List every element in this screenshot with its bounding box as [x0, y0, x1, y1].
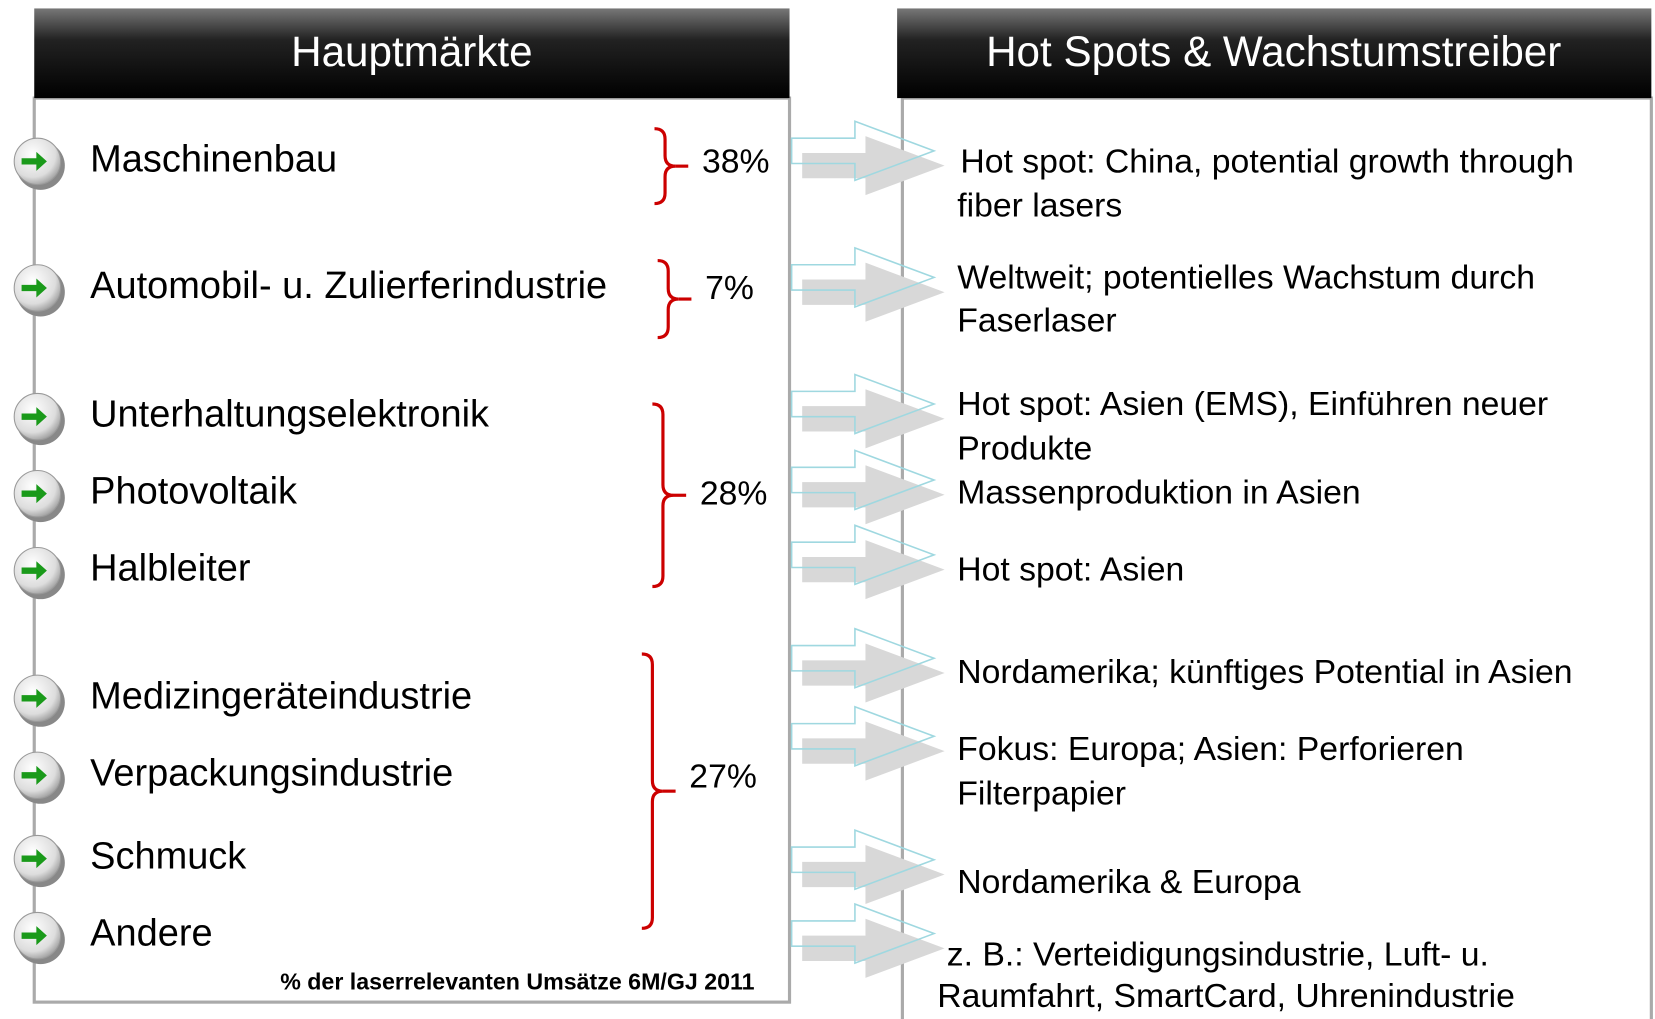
market-label: Halbleiter [90, 548, 251, 590]
brace [657, 258, 679, 340]
driver-text: Massenproduktion in Asien [957, 474, 1360, 512]
arrow [802, 643, 945, 703]
bullet-arrow [21, 278, 47, 298]
arrow-outline [790, 373, 937, 435]
driver-text: Raumfahrt, SmartCard, Uhrenindustrie [937, 977, 1515, 1015]
arrow-outline [790, 246, 937, 309]
right-header [897, 8, 1652, 99]
arrow-outline [790, 449, 937, 511]
market-label: Andere [90, 913, 212, 955]
market-label: Unterhaltungselektronik [90, 394, 490, 436]
market-label: Schmuck [90, 836, 247, 878]
arrow [802, 262, 945, 322]
right-title: Hot Spots & Wachstumstreiber [986, 28, 1561, 75]
arrow [802, 136, 945, 196]
footnote: % der laserrelevanten Umsätze 6M/GJ 2011 [280, 968, 754, 994]
arrow-outline [790, 627, 937, 689]
driver-text: Weltweit; potentielles Wachstum durch [957, 258, 1535, 296]
arrow [802, 540, 945, 600]
arrow-outline [790, 902, 937, 965]
arrow [802, 465, 945, 525]
bullet-arrow [21, 407, 47, 427]
arrow-outline [790, 120, 937, 182]
arrow-outline [790, 829, 937, 891]
brace [654, 127, 676, 206]
market-label: Maschinenbau [90, 138, 337, 180]
arrow [802, 844, 945, 905]
driver-text: Faserlaser [957, 302, 1116, 340]
bullet-arrow [21, 849, 47, 869]
driver-text: Hot spot: Asien [957, 551, 1184, 589]
driver-text: Fokus: Europa; Asien: Perforieren [957, 730, 1464, 768]
bullet-arrow [21, 688, 47, 708]
bullet-arrow [21, 926, 47, 946]
left-title: Hauptmärkte [291, 28, 533, 75]
share: 38% [702, 142, 770, 180]
driver-text: Hot spot: China, potential growth throug… [960, 142, 1574, 180]
brace [641, 652, 664, 930]
driver-text: fiber lasers [957, 187, 1122, 225]
arrow [802, 389, 945, 449]
market-label: Verpackungsindustrie [90, 752, 453, 794]
driver-text: Filterpapier [957, 774, 1126, 812]
market-label: Automobil- u. Zulierferindustrie [90, 265, 607, 307]
bullet-arrow [21, 484, 47, 504]
brace [652, 402, 674, 589]
driver-text: Hot spot: Asien (EMS), Einführen neuer [957, 385, 1548, 423]
share: 7% [705, 269, 754, 307]
driver-text: Produkte [957, 429, 1092, 467]
driver-text: Nordamerika; künftiges Potential in Asie… [957, 653, 1572, 691]
bullet-arrow [21, 561, 47, 581]
driver-text: Nordamerika & Europa [957, 863, 1301, 901]
share: 27% [689, 757, 757, 795]
arrow-outline [790, 524, 937, 586]
arrow [802, 918, 945, 978]
arrow-outline [790, 705, 937, 767]
market-label: Medizingeräteindustrie [90, 675, 472, 717]
share: 28% [700, 475, 768, 513]
bullet-arrow [21, 151, 47, 171]
driver-text: z. B.: Verteidigungsindustrie, Luft- u. [947, 936, 1489, 974]
left-header [34, 8, 790, 99]
market-label: Photovoltaik [90, 471, 298, 513]
bullet-arrow [21, 765, 47, 785]
arrow [802, 721, 945, 781]
